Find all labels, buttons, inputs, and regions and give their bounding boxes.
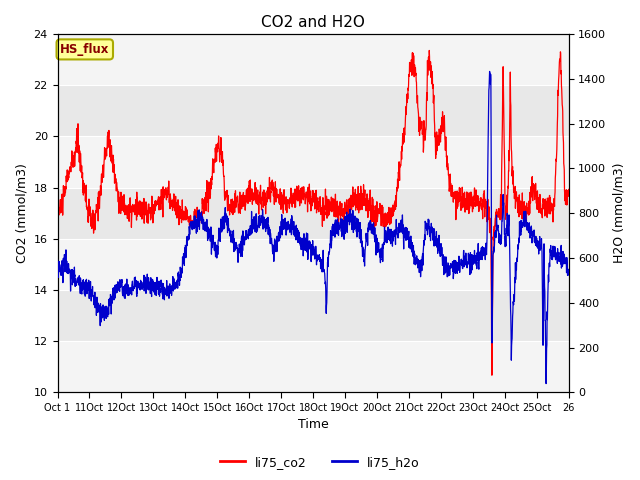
- Y-axis label: H2O (mmol/m3): H2O (mmol/m3): [612, 163, 625, 264]
- Title: CO2 and H2O: CO2 and H2O: [261, 15, 365, 30]
- Bar: [58, 136, 568, 188]
- Y-axis label: CO2 (mmol/m3): CO2 (mmol/m3): [15, 163, 28, 263]
- Legend: li75_co2, li75_h2o: li75_co2, li75_h2o: [215, 451, 425, 474]
- Bar: [58, 239, 568, 290]
- Bar: [58, 341, 568, 393]
- Text: HS_flux: HS_flux: [60, 43, 109, 56]
- Bar: [58, 34, 568, 85]
- X-axis label: Time: Time: [298, 419, 328, 432]
